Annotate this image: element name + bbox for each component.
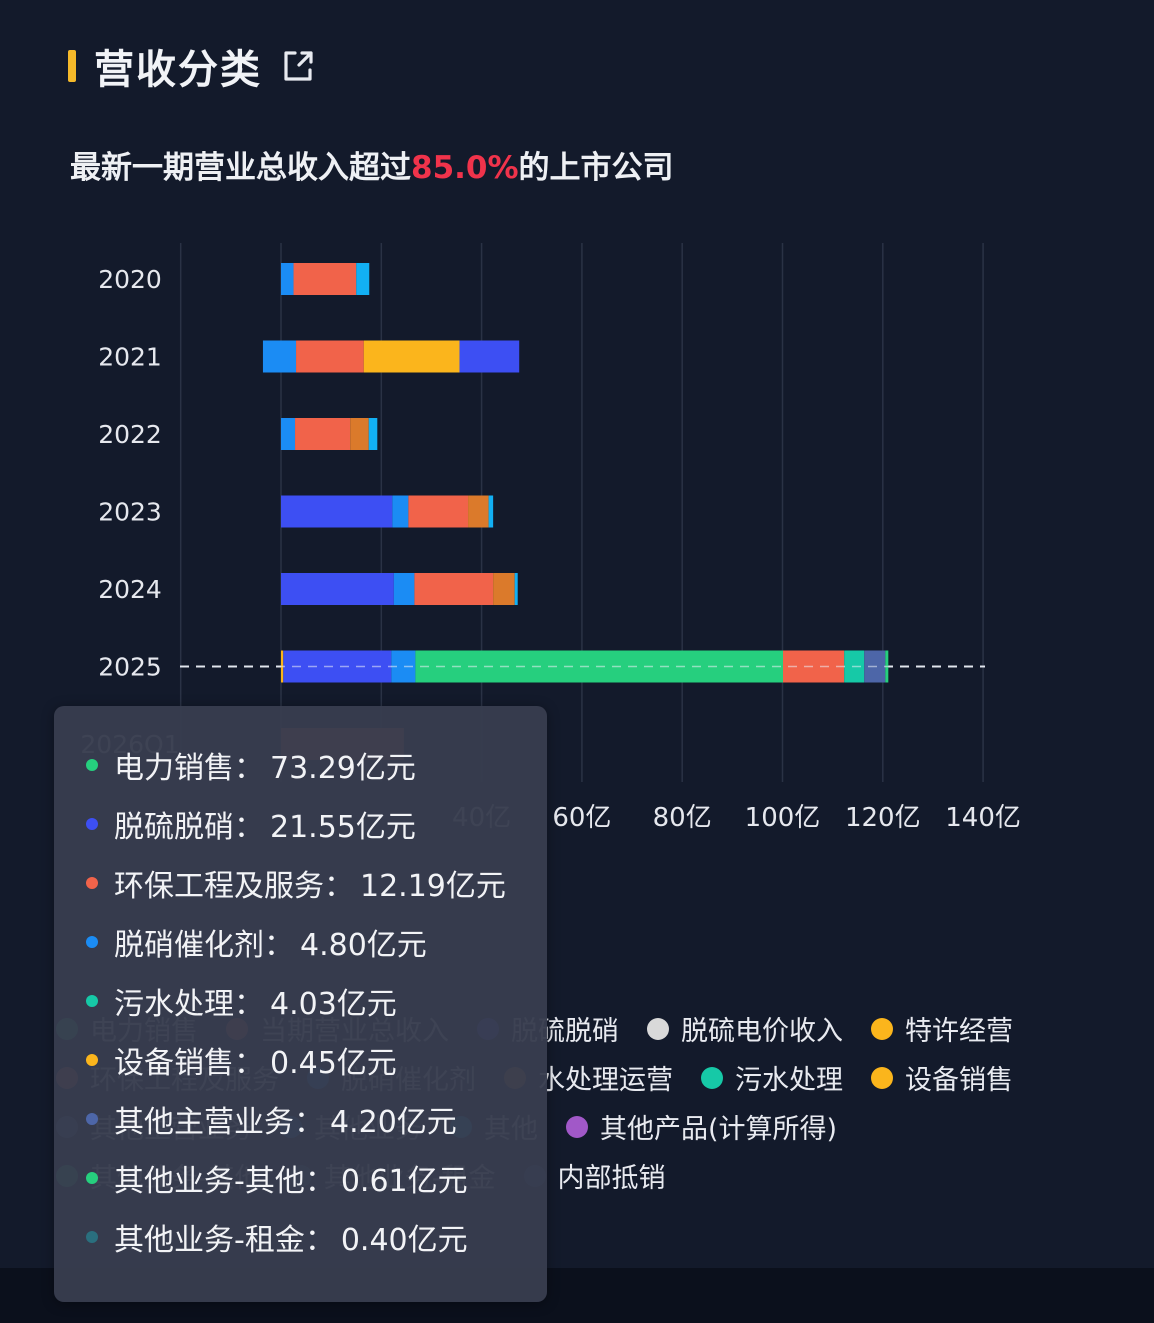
subtitle-prefix: 最新一期营业总收入超过	[70, 150, 411, 186]
tooltip-row: 其他业务-租金： 0.40亿元	[86, 1215, 468, 1259]
legend-label: 污水处理	[735, 1065, 843, 1096]
x-tick-label: 120亿	[845, 803, 921, 833]
tooltip-dot	[86, 1054, 98, 1066]
y-tick-label: 2022	[98, 420, 162, 449]
x-tick-label: 100亿	[745, 803, 821, 833]
tooltip-value: 21.55亿元	[270, 810, 416, 845]
bar-segment	[295, 418, 351, 450]
legend-item[interactable]: 设备销售	[871, 1058, 1013, 1097]
tooltip-value: 12.19亿元	[360, 869, 506, 904]
bar-segment	[493, 573, 515, 605]
subtitle-highlight: 85.0%	[411, 150, 519, 186]
tooltip-value: 4.80亿元	[300, 928, 427, 963]
legend-label: 内部抵销	[557, 1163, 666, 1194]
chart-tooltip: 电力销售： 73.29亿元 脱硫脱硝： 21.55亿元 环保工程及服务： 12.19亿元脱…	[54, 706, 547, 1302]
tooltip-dot	[86, 1231, 98, 1243]
legend-label: 特许经营	[905, 1016, 1013, 1047]
tooltip-label: 环保工程及服务：	[114, 869, 354, 904]
tooltip-value: 0.61亿元	[340, 1164, 468, 1199]
tooltip-value: 73.29亿元	[270, 751, 416, 786]
tooltip-label: 其他主营业务：	[114, 1105, 324, 1140]
legend-item[interactable]: 其他产品(计算所得)	[566, 1107, 837, 1146]
tooltip-row: 环保工程及服务： 12.19亿元	[86, 861, 506, 905]
x-tick-label: 80亿	[653, 803, 712, 833]
title-accent-bar	[68, 50, 76, 82]
bar-segment	[356, 263, 370, 295]
y-tick-label: 2024	[98, 575, 162, 604]
bar-segment	[281, 418, 296, 450]
legend-dot	[701, 1066, 723, 1089]
bar-segment	[363, 340, 460, 373]
section-title: 营收分类	[94, 47, 262, 93]
y-tick-label: 2023	[98, 498, 162, 527]
tooltip-dot	[86, 877, 98, 889]
tooltip-row: 脱硫脱硝： 21.55亿元	[86, 802, 416, 846]
legend-label: 设备销售	[905, 1065, 1013, 1096]
bar-segment	[468, 495, 489, 528]
legend-dot	[647, 1017, 669, 1040]
x-tick-label: 60亿	[552, 803, 611, 833]
bar-segment	[281, 573, 394, 605]
bar-segment	[392, 495, 409, 528]
y-tick-label: 2021	[98, 343, 162, 372]
tooltip-label: 脱硝催化剂：	[114, 928, 294, 963]
bar-segment	[368, 418, 378, 450]
x-tick-label: 140亿	[945, 803, 1021, 833]
legend-label: 其他产品(计算所得)	[600, 1114, 838, 1145]
bar-segment	[459, 340, 520, 373]
subtitle: 最新一期营业总收入超过85.0%的上市公司	[70, 142, 674, 187]
tooltip-row: 电力销售： 73.29亿元	[86, 743, 416, 787]
tooltip-label: 脱硫脱硝：	[114, 810, 264, 845]
bar-segment	[414, 573, 494, 605]
bar-segment	[393, 573, 415, 605]
tooltip-dot	[86, 1113, 98, 1125]
legend-dot	[566, 1115, 588, 1138]
bar-segment	[262, 340, 297, 373]
tooltip-label: 电力销售：	[114, 751, 264, 786]
tooltip-label: 设备销售：	[114, 1046, 264, 1081]
legend-dot	[871, 1017, 893, 1040]
bar-segment	[488, 495, 494, 528]
legend-label: 脱硫电价收入	[681, 1016, 843, 1047]
tooltip-dot	[86, 1172, 98, 1184]
tooltip-label: 其他业务-其他：	[114, 1164, 335, 1199]
tooltip-value: 0.40亿元	[340, 1223, 468, 1258]
bar-segment	[408, 495, 469, 528]
y-tick-label: 2020	[98, 265, 162, 294]
legend-dot	[871, 1066, 893, 1089]
tooltip-dot	[86, 936, 98, 948]
legend-label: 水处理运营	[538, 1065, 673, 1096]
bar-segment	[514, 573, 518, 605]
bar-segment	[281, 263, 294, 295]
tooltip-value: 4.03亿元	[270, 987, 397, 1022]
tooltip-row: 污水处理： 4.03亿元	[86, 979, 397, 1023]
subtitle-suffix: 的上市公司	[518, 150, 674, 186]
legend-item[interactable]: 脱硫电价收入	[647, 1009, 843, 1048]
tooltip-label: 污水处理：	[114, 987, 264, 1022]
tooltip-dot	[86, 995, 98, 1007]
y-tick-label: 2025	[98, 653, 162, 682]
section-header: 营收分类	[68, 38, 318, 94]
tooltip-row: 其他业务-其他： 0.61亿元	[86, 1156, 468, 1200]
tooltip-label: 其他业务-租金：	[114, 1223, 335, 1258]
bar-segment	[293, 263, 357, 295]
legend-item[interactable]: 特许经营	[871, 1009, 1013, 1048]
tooltip-row: 脱硝催化剂： 4.80亿元	[86, 920, 427, 964]
legend-item[interactable]: 污水处理	[701, 1058, 843, 1097]
bar-segment	[350, 418, 369, 450]
external-link-icon[interactable]	[278, 46, 318, 86]
bar-segment	[281, 495, 393, 528]
tooltip-row: 设备销售： 0.45亿元	[86, 1038, 397, 1082]
tooltip-dot	[86, 759, 98, 771]
tooltip-value: 0.45亿元	[270, 1046, 397, 1081]
tooltip-dot	[86, 818, 98, 830]
legend-item[interactable]: 内部抵销	[523, 1156, 666, 1195]
tooltip-row: 其他主营业务： 4.20亿元	[86, 1097, 457, 1141]
bar-segment	[296, 340, 364, 373]
tooltip-value: 4.20亿元	[330, 1105, 457, 1140]
